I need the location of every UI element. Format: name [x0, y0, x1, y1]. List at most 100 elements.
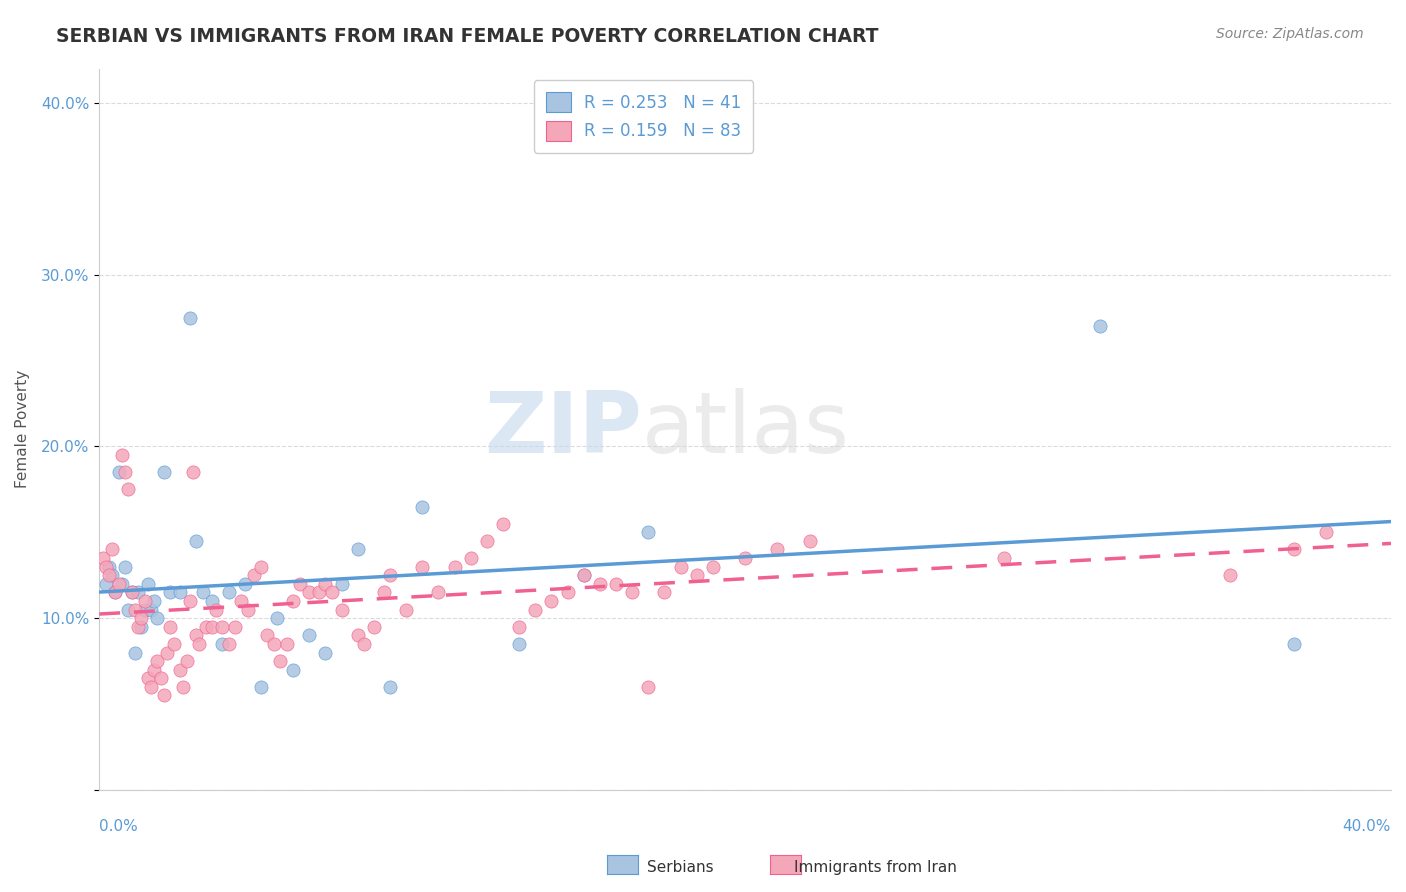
Point — [153, 689, 176, 703]
Point — [395, 602, 418, 616]
Point — [111, 448, 134, 462]
Point — [139, 680, 162, 694]
Point — [101, 568, 124, 582]
Text: Immigrants from Iran: Immigrants from Iran — [794, 860, 957, 874]
Point — [1282, 637, 1305, 651]
Text: Source: ZipAtlas.com: Source: ZipAtlas.com — [1216, 27, 1364, 41]
Point — [194, 620, 217, 634]
Point — [353, 637, 375, 651]
Point — [91, 551, 114, 566]
Point — [94, 576, 117, 591]
Point — [188, 637, 211, 651]
Point — [298, 585, 321, 599]
Point — [540, 594, 562, 608]
Point — [346, 628, 368, 642]
Point — [572, 568, 595, 582]
Point — [330, 576, 353, 591]
Point — [269, 654, 291, 668]
Point — [159, 620, 181, 634]
Point — [799, 533, 821, 548]
Point — [236, 602, 259, 616]
Point — [993, 551, 1015, 566]
Point — [669, 559, 692, 574]
Text: 0.0%: 0.0% — [100, 819, 138, 834]
Y-axis label: Female Poverty: Female Poverty — [15, 370, 30, 488]
Point — [508, 637, 530, 651]
Point — [321, 585, 343, 599]
Point — [121, 585, 143, 599]
Point — [298, 628, 321, 642]
Point — [172, 680, 194, 694]
Text: atlas: atlas — [641, 388, 849, 471]
Point — [378, 568, 401, 582]
Point — [314, 646, 336, 660]
Point — [1315, 525, 1337, 540]
Point — [159, 585, 181, 599]
Point — [378, 680, 401, 694]
Point — [204, 602, 226, 616]
Point — [233, 576, 256, 591]
Point — [114, 559, 136, 574]
Point — [686, 568, 709, 582]
Point — [1282, 542, 1305, 557]
Point — [373, 585, 395, 599]
Point — [107, 465, 129, 479]
Point — [124, 646, 146, 660]
Text: ZIP: ZIP — [484, 388, 641, 471]
Point — [557, 585, 579, 599]
Point — [211, 620, 233, 634]
Point — [288, 576, 311, 591]
Point — [111, 576, 134, 591]
Point — [134, 594, 156, 608]
Point — [249, 680, 271, 694]
Point — [508, 620, 530, 634]
Point — [146, 611, 169, 625]
Point — [621, 585, 644, 599]
Point — [224, 620, 246, 634]
Point — [131, 620, 153, 634]
Point — [637, 680, 659, 694]
Point — [346, 542, 368, 557]
Text: SERBIAN VS IMMIGRANTS FROM IRAN FEMALE POVERTY CORRELATION CHART: SERBIAN VS IMMIGRANTS FROM IRAN FEMALE P… — [56, 27, 879, 45]
Point — [734, 551, 756, 566]
Point — [443, 559, 465, 574]
Point — [281, 663, 304, 677]
Point — [201, 620, 224, 634]
Point — [231, 594, 253, 608]
Point — [411, 559, 433, 574]
Point — [572, 568, 595, 582]
Point — [427, 585, 450, 599]
Point — [149, 671, 172, 685]
Point — [156, 646, 179, 660]
Point — [492, 516, 515, 531]
Point — [654, 585, 676, 599]
Point — [134, 602, 156, 616]
Point — [637, 525, 659, 540]
Point — [179, 594, 201, 608]
Point — [181, 465, 204, 479]
Point — [169, 663, 191, 677]
Point — [266, 611, 288, 625]
Legend: R = 0.253   N = 41, R = 0.159   N = 83: R = 0.253 N = 41, R = 0.159 N = 83 — [534, 80, 752, 153]
Point — [101, 542, 124, 557]
Point — [524, 602, 547, 616]
Point — [117, 602, 139, 616]
Point — [131, 611, 153, 625]
Point — [201, 594, 224, 608]
Point — [176, 654, 198, 668]
Point — [143, 594, 166, 608]
Point — [104, 585, 127, 599]
Point — [191, 585, 214, 599]
Point — [605, 576, 627, 591]
Point — [249, 559, 271, 574]
Point — [218, 585, 240, 599]
Point — [162, 637, 184, 651]
Point — [186, 628, 208, 642]
Point — [143, 663, 166, 677]
Point — [169, 585, 191, 599]
Point — [243, 568, 266, 582]
Point — [127, 585, 149, 599]
Point — [139, 602, 162, 616]
Point — [121, 585, 143, 599]
Point — [589, 576, 612, 591]
